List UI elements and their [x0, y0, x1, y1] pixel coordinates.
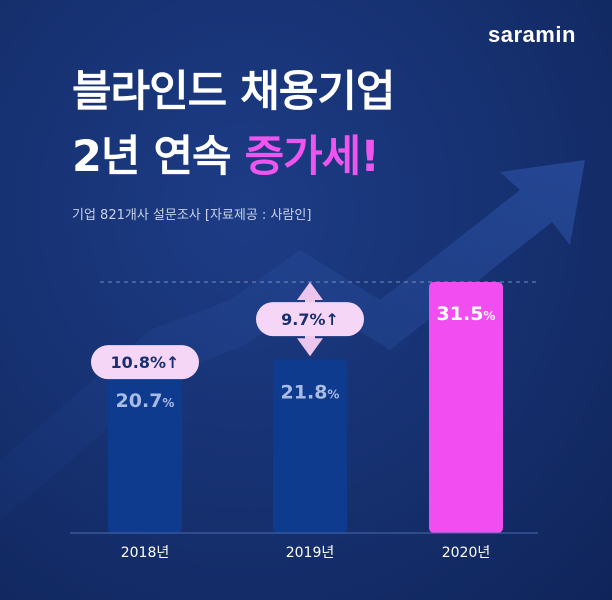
- year-label: 2018년: [121, 545, 170, 561]
- source-note: 기업 821개사 설문조사 [자료제공 : 사람인]: [72, 208, 312, 223]
- increase-label: 9.7%↑: [281, 310, 339, 329]
- trend-arrow-icon: [0, 160, 585, 522]
- headline-accent: 증가세!: [244, 132, 380, 182]
- bar-2019년: [273, 359, 347, 533]
- saramin-logo: saramin: [488, 22, 576, 47]
- increase-pill: [91, 345, 199, 380]
- arrow-down-icon: [297, 338, 323, 357]
- value-label: 21.8%: [281, 381, 340, 403]
- value-label: 31.5%: [437, 303, 496, 325]
- headline-line-1: 블라인드 채용기업: [72, 67, 395, 117]
- year-label: 2019년: [286, 545, 335, 561]
- headline-prefix: 2년 연속: [72, 132, 232, 182]
- year-label: 2020년: [442, 545, 491, 561]
- increase-label: 10.8%↑: [111, 353, 180, 372]
- value-label: 20.7%: [116, 390, 175, 412]
- increase-pill: [256, 302, 364, 337]
- bar-2018년: [108, 368, 182, 533]
- arrow-up-icon: [297, 281, 323, 300]
- headline-line-2: 2년 연속 증가세!: [72, 131, 380, 183]
- bar-2020년: [429, 281, 503, 533]
